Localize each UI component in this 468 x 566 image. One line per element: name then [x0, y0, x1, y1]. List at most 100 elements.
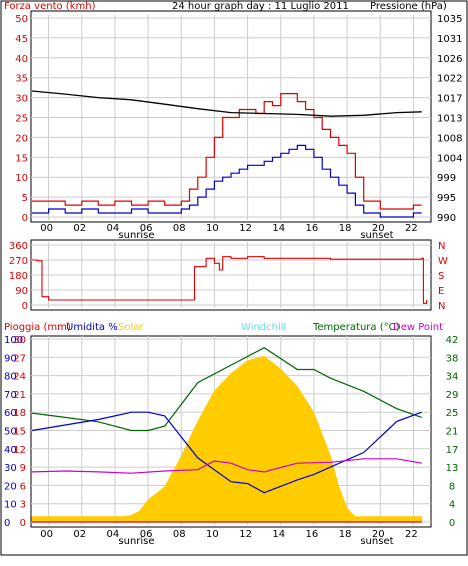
humidity-y-tick: 70 [4, 390, 17, 401]
direction-y-tick: 270 [9, 256, 28, 267]
rain-y-tick: 24 [13, 372, 26, 383]
pressure-y-tick: 1017 [437, 94, 462, 105]
wind-gust-line [32, 93, 422, 210]
x-tick-bottom: 06 [140, 529, 153, 540]
pressure-line [31, 90, 422, 117]
x-tick-top: 00 [40, 223, 53, 234]
wind-y-tick: 50 [15, 14, 28, 25]
x-tick-top: 08 [173, 223, 186, 234]
humidity-y-tick: 60 [4, 408, 17, 419]
wind-y-tick: 45 [15, 34, 28, 45]
x-tick-top: 10 [206, 223, 219, 234]
x-tick-bottom: 10 [206, 529, 219, 540]
humidity-line [31, 411, 422, 494]
rain-y-tick: 3 [20, 500, 26, 511]
pressure-y-tick: 1026 [437, 54, 462, 65]
temperature-y-tick: 34 [446, 372, 459, 383]
rain-y-tick: 21 [13, 390, 26, 401]
humidity-label: Umidita % [66, 322, 118, 333]
humidity-y-tick: 0 [4, 518, 10, 529]
x-tick-top: 06 [140, 223, 153, 234]
rain-y-tick: 0 [20, 518, 26, 529]
x-tick-top: 02 [73, 223, 86, 234]
x-tick-bottom: 00 [40, 529, 53, 540]
x-tick-top: 12 [239, 223, 252, 234]
x-tick-bottom: 04 [107, 529, 120, 540]
pressure-y-tick: 1004 [437, 153, 462, 164]
dew-point-line [31, 458, 422, 474]
pressure-y-tick: 1022 [437, 74, 462, 85]
rain-y-tick: 27 [13, 353, 26, 364]
humidity-y-tick: 30 [4, 463, 17, 474]
direction-y-tick: 180 [9, 271, 28, 282]
wind-y-tick: 35 [15, 74, 28, 85]
x-tick-top: 16 [306, 223, 319, 234]
humidity-y-tick: 80 [4, 372, 17, 383]
temperature-line [31, 347, 422, 432]
sunrise-label-top: sunrise [118, 230, 154, 241]
x-tick-bottom: 02 [73, 529, 86, 540]
x-tick-bottom: 12 [239, 529, 252, 540]
temperature-y-tick: 0 [449, 518, 455, 529]
wind-speed-label: Forza vento (kmh) [4, 1, 96, 12]
wind-y-tick: 10 [15, 173, 28, 184]
wind-y-tick: 40 [15, 54, 28, 65]
temperature-y-tick: 38 [446, 353, 459, 364]
pressure-y-tick: 995 [437, 193, 456, 204]
pressure-y-tick: 1035 [437, 14, 462, 25]
temperature-y-tick: 29 [446, 390, 459, 401]
rain-y-tick: 18 [13, 408, 26, 419]
direction-y-tick: 90 [15, 286, 28, 297]
sunset-label-bottom: sunset [360, 536, 393, 547]
temperature-y-tick: 17 [446, 445, 459, 456]
pressure-y-tick: 990 [437, 213, 456, 224]
temperature-y-tick: 13 [446, 463, 459, 474]
temperature-y-tick: 42 [446, 335, 459, 346]
compass-label: W [438, 256, 448, 267]
x-tick-bottom: 20 [372, 529, 385, 540]
rain-y-tick: 15 [13, 427, 26, 438]
compass-label: S [438, 271, 444, 282]
rain-y-tick: 30 [13, 335, 26, 346]
direction-y-tick: 0 [22, 301, 28, 312]
wind-direction-line [32, 256, 428, 304]
sunset-label-top: sunset [360, 230, 393, 241]
sunrise-label-bottom: sunrise [118, 536, 154, 547]
x-tick-top: 22 [405, 223, 418, 234]
temperature-y-tick: 25 [446, 408, 459, 419]
wind-pressure-panel [30, 10, 432, 223]
humidity-y-tick: 50 [4, 427, 17, 438]
temperature-y-tick: 21 [446, 427, 459, 438]
humidity-y-tick: 90 [4, 353, 17, 364]
x-tick-top: 04 [107, 223, 120, 234]
x-tick-top: 14 [272, 223, 285, 234]
windchill-label: Windchill [241, 322, 286, 333]
rain-y-tick: 6 [20, 481, 26, 492]
wind-y-tick: 5 [22, 193, 28, 204]
rain-y-tick: 9 [20, 463, 26, 474]
temperature-y-tick: 8 [449, 481, 455, 492]
humidity-y-tick: 40 [4, 445, 17, 456]
wind-average-line [32, 144, 422, 218]
pressure-y-tick: 999 [437, 173, 456, 184]
temperature-label: Temperatura (°C) [312, 322, 400, 333]
x-tick-bottom: 22 [405, 529, 418, 540]
x-tick-top: 20 [372, 223, 385, 234]
wind-y-tick: 30 [15, 94, 28, 105]
pressure-y-tick: 1031 [437, 34, 462, 45]
wind-y-tick: 15 [15, 153, 28, 164]
x-tick-bottom: 16 [306, 529, 319, 540]
x-tick-bottom: 14 [272, 529, 285, 540]
wind-y-tick: 20 [15, 133, 28, 144]
wind-y-tick: 25 [15, 114, 28, 125]
x-tick-bottom: 18 [339, 529, 352, 540]
humidity-y-tick: 10 [4, 500, 17, 511]
dew-point-label: Dew Point [393, 322, 443, 333]
compass-label: N [438, 241, 445, 252]
x-tick-top: 18 [339, 223, 352, 234]
x-tick-bottom: 08 [173, 529, 186, 540]
rain-y-tick: 12 [13, 445, 26, 456]
temperature-y-tick: 4 [449, 500, 455, 511]
